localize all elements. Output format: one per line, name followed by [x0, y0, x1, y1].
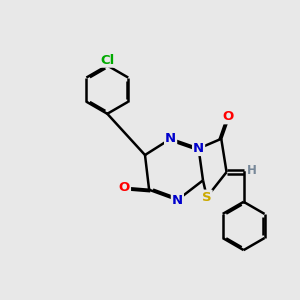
Text: N: N	[172, 194, 183, 207]
Text: Cl: Cl	[100, 54, 114, 67]
Text: O: O	[119, 181, 130, 194]
Text: O: O	[223, 110, 234, 123]
Text: H: H	[247, 164, 257, 177]
Text: N: N	[193, 142, 204, 155]
Text: N: N	[165, 132, 176, 145]
Text: S: S	[202, 190, 211, 204]
